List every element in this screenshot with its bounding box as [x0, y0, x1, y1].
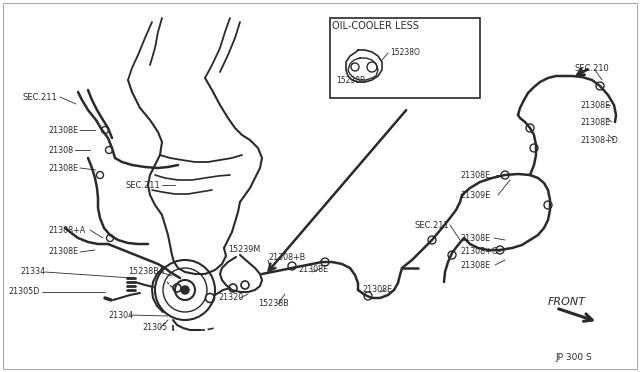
Text: 21308E: 21308E: [580, 118, 610, 126]
Text: 21308E: 21308E: [460, 170, 490, 180]
Text: 21304: 21304: [108, 311, 133, 320]
Text: 15238B: 15238B: [258, 298, 289, 308]
Text: 21320: 21320: [218, 294, 243, 302]
Text: 21308E: 21308E: [362, 285, 392, 295]
Text: 15238B: 15238B: [336, 76, 365, 84]
Text: 21309E: 21309E: [460, 190, 490, 199]
Text: 21308E: 21308E: [460, 234, 490, 243]
Text: SEC.210: SEC.210: [575, 64, 610, 73]
Text: SEC.211: SEC.211: [415, 221, 450, 230]
Bar: [330, 18, 480, 98]
Text: 21308E: 21308E: [48, 125, 78, 135]
Text: 21334: 21334: [20, 267, 45, 276]
Text: OIL-COOLER LESS: OIL-COOLER LESS: [332, 21, 419, 31]
Text: 21308: 21308: [48, 145, 73, 154]
Text: 21308+B: 21308+B: [268, 253, 305, 263]
Text: 21308E: 21308E: [460, 260, 490, 269]
Text: FRONT: FRONT: [548, 297, 586, 307]
Text: SEC.211: SEC.211: [125, 180, 160, 189]
Text: 21308+C: 21308+C: [460, 247, 497, 257]
Text: 21308E: 21308E: [580, 100, 610, 109]
Text: 21305D: 21305D: [8, 288, 40, 296]
Text: SEC.211: SEC.211: [22, 93, 57, 102]
Text: 15238BA: 15238BA: [128, 267, 164, 276]
Text: JP 300 S: JP 300 S: [555, 353, 592, 362]
Text: 21308+D: 21308+D: [580, 135, 618, 144]
Circle shape: [181, 286, 189, 294]
Text: 21308E: 21308E: [298, 266, 328, 275]
Text: 21308E: 21308E: [48, 164, 78, 173]
Text: 21305: 21305: [142, 324, 167, 333]
Text: 15238O: 15238O: [390, 48, 420, 57]
Text: 21308+A: 21308+A: [48, 225, 85, 234]
Text: 15239M: 15239M: [228, 246, 260, 254]
Text: 21308E: 21308E: [48, 247, 78, 257]
